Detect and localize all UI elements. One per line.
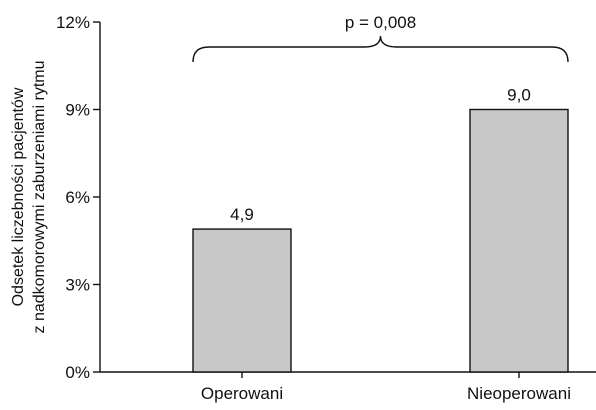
y-tick-label: 9%	[65, 101, 90, 120]
y-axis-title: Odsetek liczebności pacjentów z nadkomor…	[10, 61, 48, 334]
bar	[192, 228, 292, 373]
significance-brace	[192, 35, 569, 63]
p-value-label: p = 0,008	[345, 13, 416, 32]
y-axis-title-line-2: z nadkomorowymi zaburzeniami rytmu	[31, 61, 48, 334]
y-tick-label: 6%	[65, 188, 90, 207]
y-axis-title-line-1: Odsetek liczebności pacjentów	[10, 87, 27, 306]
bar	[469, 108, 569, 373]
bar-value-label: 4,9	[230, 205, 254, 224]
bars: 4,9 9,0	[192, 86, 569, 373]
y-tick-label: 3%	[65, 276, 90, 295]
y-ticks: 0% 3% 6% 9% 12%	[56, 13, 100, 382]
significance-annotation: p = 0,008	[192, 13, 569, 63]
y-tick-label: 12%	[56, 13, 90, 32]
x-tick-labels: Operowani Nieoperowani	[201, 372, 571, 403]
x-tick-label: Operowani	[201, 384, 283, 403]
x-tick-label: Nieoperowani	[467, 384, 571, 403]
bar-value-label: 9,0	[507, 86, 531, 105]
y-tick-label: 0%	[65, 363, 90, 382]
